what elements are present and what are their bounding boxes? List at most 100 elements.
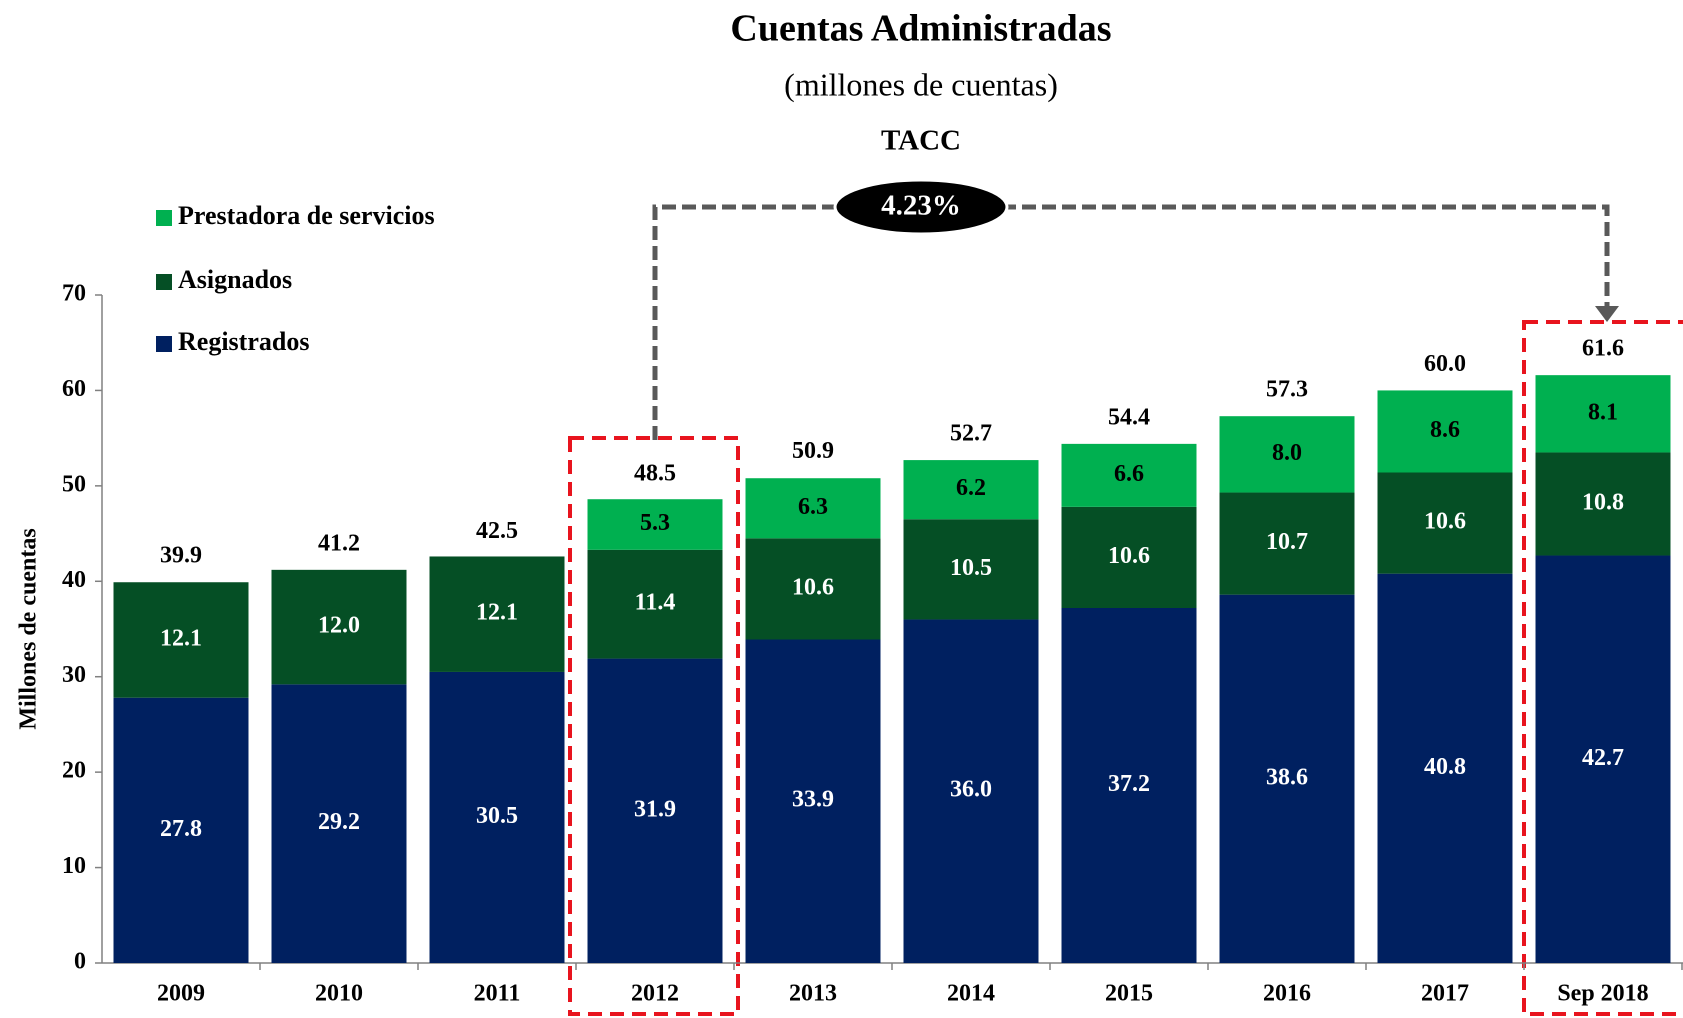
bar-segment	[271, 684, 407, 963]
bar-segment	[1535, 375, 1671, 453]
y-axis-label: Millones de cuentas	[16, 528, 42, 729]
bar-segment	[745, 538, 881, 640]
x-tick-label: 2012	[631, 981, 679, 1007]
legend-swatch	[156, 210, 172, 226]
x-tick-label: 2016	[1263, 981, 1311, 1007]
bar-segment	[587, 658, 723, 963]
value-label: 8.0	[1272, 440, 1302, 466]
total-label: 54.4	[1108, 404, 1150, 430]
value-label: 10.7	[1266, 529, 1308, 555]
bar-segment	[1061, 608, 1197, 963]
total-label: 42.5	[476, 518, 518, 544]
annotation-value: 4.23%	[881, 190, 961, 222]
total-label: 57.3	[1266, 377, 1308, 403]
x-tick-label: 2014	[947, 981, 995, 1007]
value-label: 6.3	[798, 494, 828, 520]
value-label: 33.9	[792, 787, 834, 813]
total-label: 48.5	[634, 461, 676, 487]
bar-segment	[1377, 390, 1513, 473]
y-tick-label: 30	[62, 662, 86, 688]
y-tick-label: 70	[62, 281, 86, 307]
value-label: 10.6	[792, 574, 834, 600]
bar-segment	[1061, 506, 1197, 609]
value-label: 10.5	[950, 555, 992, 581]
value-label: 30.5	[476, 803, 518, 829]
bar-segment	[271, 569, 407, 685]
bar-segment	[903, 460, 1039, 520]
bar-segment	[745, 639, 881, 963]
value-label: 6.2	[956, 475, 986, 501]
legend-label: Prestadora de servicios	[178, 201, 435, 230]
bar-segment	[1219, 594, 1355, 963]
value-label: 10.6	[1424, 509, 1466, 535]
y-tick-label: 0	[74, 949, 86, 975]
annotation-title: TACC	[881, 125, 961, 157]
annotation-bubble	[833, 178, 1009, 236]
arrow-line	[652, 204, 1610, 440]
bar-segment	[113, 697, 249, 963]
bar-segment	[1061, 443, 1197, 507]
legend-swatch	[156, 336, 172, 352]
legend-label: Asignados	[178, 265, 292, 294]
x-tick-label: 2009	[157, 981, 205, 1007]
bar-segment	[1219, 492, 1355, 595]
value-label: 29.2	[318, 809, 360, 835]
y-tick-label: 50	[62, 471, 86, 497]
total-label: 50.9	[792, 438, 834, 464]
value-label: 42.7	[1582, 745, 1624, 771]
value-label: 36.0	[950, 777, 992, 803]
y-tick-label: 40	[62, 567, 86, 593]
value-label: 5.3	[640, 510, 670, 536]
bar-segment	[1377, 573, 1513, 963]
x-tick-label: Sep 2018	[1557, 981, 1648, 1007]
value-label: 38.6	[1266, 764, 1308, 790]
y-tick-label: 10	[62, 853, 86, 879]
arrow-head	[1595, 306, 1619, 322]
total-label: 39.9	[160, 543, 202, 569]
x-tick-label: 2017	[1421, 981, 1469, 1007]
highlight-box	[568, 436, 740, 1016]
value-label: 8.1	[1588, 399, 1618, 425]
chart-subtitle: (millones de cuentas)	[784, 66, 1058, 102]
legend-label: Registrados	[178, 327, 309, 356]
bar-segment	[903, 519, 1039, 620]
value-label: 11.4	[635, 590, 676, 616]
bar-segment	[745, 478, 881, 539]
value-label: 10.8	[1582, 489, 1624, 515]
bar-segment	[1219, 416, 1355, 493]
bar-segment	[1535, 452, 1671, 556]
bar-segment	[429, 671, 565, 963]
bar-segment	[587, 549, 723, 659]
value-label: 8.6	[1430, 417, 1460, 443]
y-tick-label: 60	[62, 376, 86, 402]
value-label: 6.6	[1114, 461, 1144, 487]
value-label: 40.8	[1424, 754, 1466, 780]
bar-segment	[903, 619, 1039, 963]
y-tick-label: 20	[62, 758, 86, 784]
highlight-box	[1522, 320, 1683, 1016]
bar-segment	[1535, 555, 1671, 963]
value-label: 31.9	[634, 796, 676, 822]
value-label: 37.2	[1108, 771, 1150, 797]
x-tick-label: 2013	[789, 981, 837, 1007]
value-label: 10.6	[1108, 543, 1150, 569]
bar-segment	[113, 582, 249, 698]
value-label: 12.0	[318, 613, 360, 639]
total-label: 41.2	[318, 530, 360, 556]
chart-title: Cuentas Administradas	[730, 8, 1111, 50]
x-tick-label: 2015	[1105, 981, 1153, 1007]
legend-swatch	[156, 274, 172, 290]
x-tick-label: 2010	[315, 981, 363, 1007]
bar-segment	[1377, 472, 1513, 574]
bar-segment	[587, 499, 723, 550]
bar-segment	[429, 556, 565, 672]
value-label: 12.1	[476, 600, 518, 626]
x-tick-label: 2011	[474, 981, 521, 1007]
cagr-arrow	[652, 204, 1610, 440]
total-label: 52.7	[950, 421, 992, 447]
value-label: 12.1	[160, 625, 202, 651]
total-label: 61.6	[1582, 336, 1624, 362]
total-label: 60.0	[1424, 351, 1466, 377]
value-label: 27.8	[160, 816, 202, 842]
